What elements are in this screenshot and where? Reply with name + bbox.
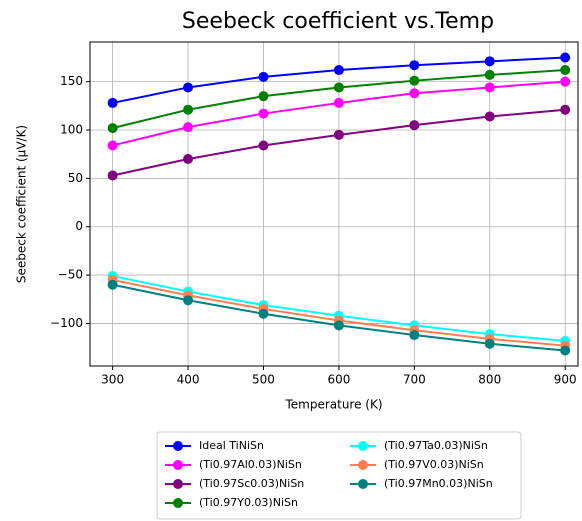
x-tick-label: 300 [101,373,124,387]
legend-marker [173,498,183,508]
plot-frame [89,41,579,367]
legend-marker [173,460,183,470]
legend-marker [173,441,183,451]
data-point [183,122,194,133]
x-tick-label: 600 [327,373,350,387]
y-tick-label: −100 [50,316,83,330]
legend-label: (Ti0.97Sc0.03)NiSn [199,477,304,490]
data-point [107,140,118,151]
legend-label: (Ti0.97V0.03)NiSn [384,458,484,471]
x-tick-label: 400 [177,373,200,387]
legend-label: (Ti0.97Al0.03)NiSn [199,458,302,471]
x-tick-label: 700 [403,373,426,387]
data-point [183,154,194,165]
y-axis-label: Seebeck coefficient (μV/K) [15,125,29,283]
data-point [333,97,344,108]
y-tick-label: 100 [60,123,83,137]
y-tick-label: 50 [68,171,83,185]
data-point [560,76,571,87]
data-point [258,91,269,102]
data-point [107,170,118,181]
legend-marker [358,441,368,451]
data-point [183,295,194,306]
data-point [484,111,495,122]
data-point [560,52,571,63]
data-point [409,120,420,131]
data-point [409,330,420,341]
data-point [333,82,344,93]
x-axis-label: Temperature (K) [284,398,382,412]
legend-label: (Ti0.97Ta0.03)NiSn [384,439,488,452]
data-point [409,75,420,86]
data-point [107,123,118,134]
data-point [560,104,571,115]
data-point [484,69,495,80]
chart-title: Seebeck coefficient vs.Temp [182,9,494,34]
data-point [258,71,269,82]
data-point [258,108,269,119]
y-tick-label: 150 [60,74,83,88]
data-point [484,338,495,349]
x-tick-label: 500 [252,373,275,387]
data-point [258,308,269,319]
y-tick-label: 0 [75,219,83,233]
data-point [183,104,194,115]
data-point [183,82,194,93]
data-point [107,97,118,108]
legend-label: (Ti0.97Mn0.03)NiSn [384,477,493,490]
data-point [107,279,118,290]
x-tick-label: 800 [478,373,501,387]
data-point [409,60,420,71]
x-tick-label: 900 [554,373,577,387]
legend-marker [358,460,368,470]
data-point [333,129,344,140]
legend-marker [358,479,368,489]
data-point [258,140,269,151]
legend-label: Ideal TiNiSn [199,439,264,452]
data-point [484,56,495,67]
data-point [409,88,420,99]
data-point [560,65,571,76]
data-point [560,345,571,356]
data-point [484,82,495,93]
data-point [333,65,344,76]
legend-label: (Ti0.97Y0.03)NiSn [199,496,298,509]
legend-box [156,431,522,520]
y-tick-label: −50 [58,268,83,282]
data-point [333,320,344,331]
legend-marker [173,479,183,489]
